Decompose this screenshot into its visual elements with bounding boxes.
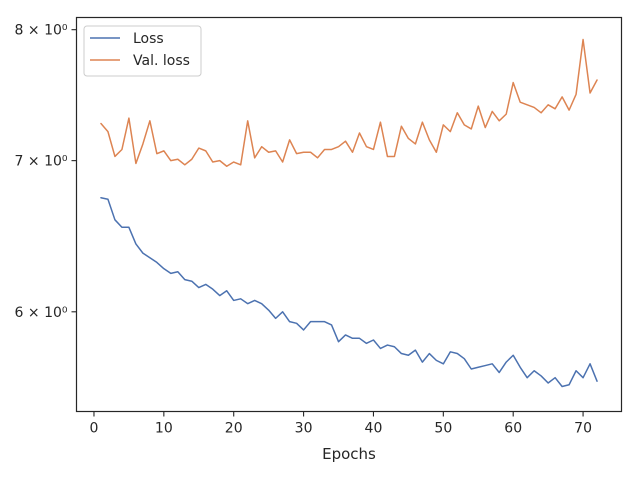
x-tick-label-30: 30: [295, 421, 313, 437]
series-lines: [100, 38, 598, 388]
series-line-val-loss: [100, 38, 598, 167]
x-tick-label-70: 70: [574, 421, 592, 437]
x-tick-label-60: 60: [504, 421, 522, 437]
x-tick-label-50: 50: [434, 421, 452, 437]
x-axis-label: Epochs: [322, 445, 376, 463]
plot-frame: [75, 16, 623, 413]
x-tick-label-10: 10: [155, 421, 173, 437]
legend-label-val-loss: Val. loss: [133, 53, 190, 69]
y-tick-label-6: 6 × 10⁰: [15, 305, 68, 321]
legend-label-loss: Loss: [133, 31, 164, 47]
y-tick-label-8: 8 × 10⁰: [15, 23, 68, 39]
axis-ticks: 0 10 20 30 40 50 60 70 6 × 10⁰ 7 × 10⁰ 8 × 10⁰: [15, 23, 592, 437]
y-tick-label-7: 7 × 10⁰: [15, 154, 68, 170]
legend: Loss Val. loss: [83, 25, 202, 77]
x-tick-label-40: 40: [365, 421, 383, 437]
series-line-loss: [100, 197, 598, 388]
x-tick-label-0: 0: [90, 421, 99, 437]
x-tick-label-20: 20: [225, 421, 243, 437]
